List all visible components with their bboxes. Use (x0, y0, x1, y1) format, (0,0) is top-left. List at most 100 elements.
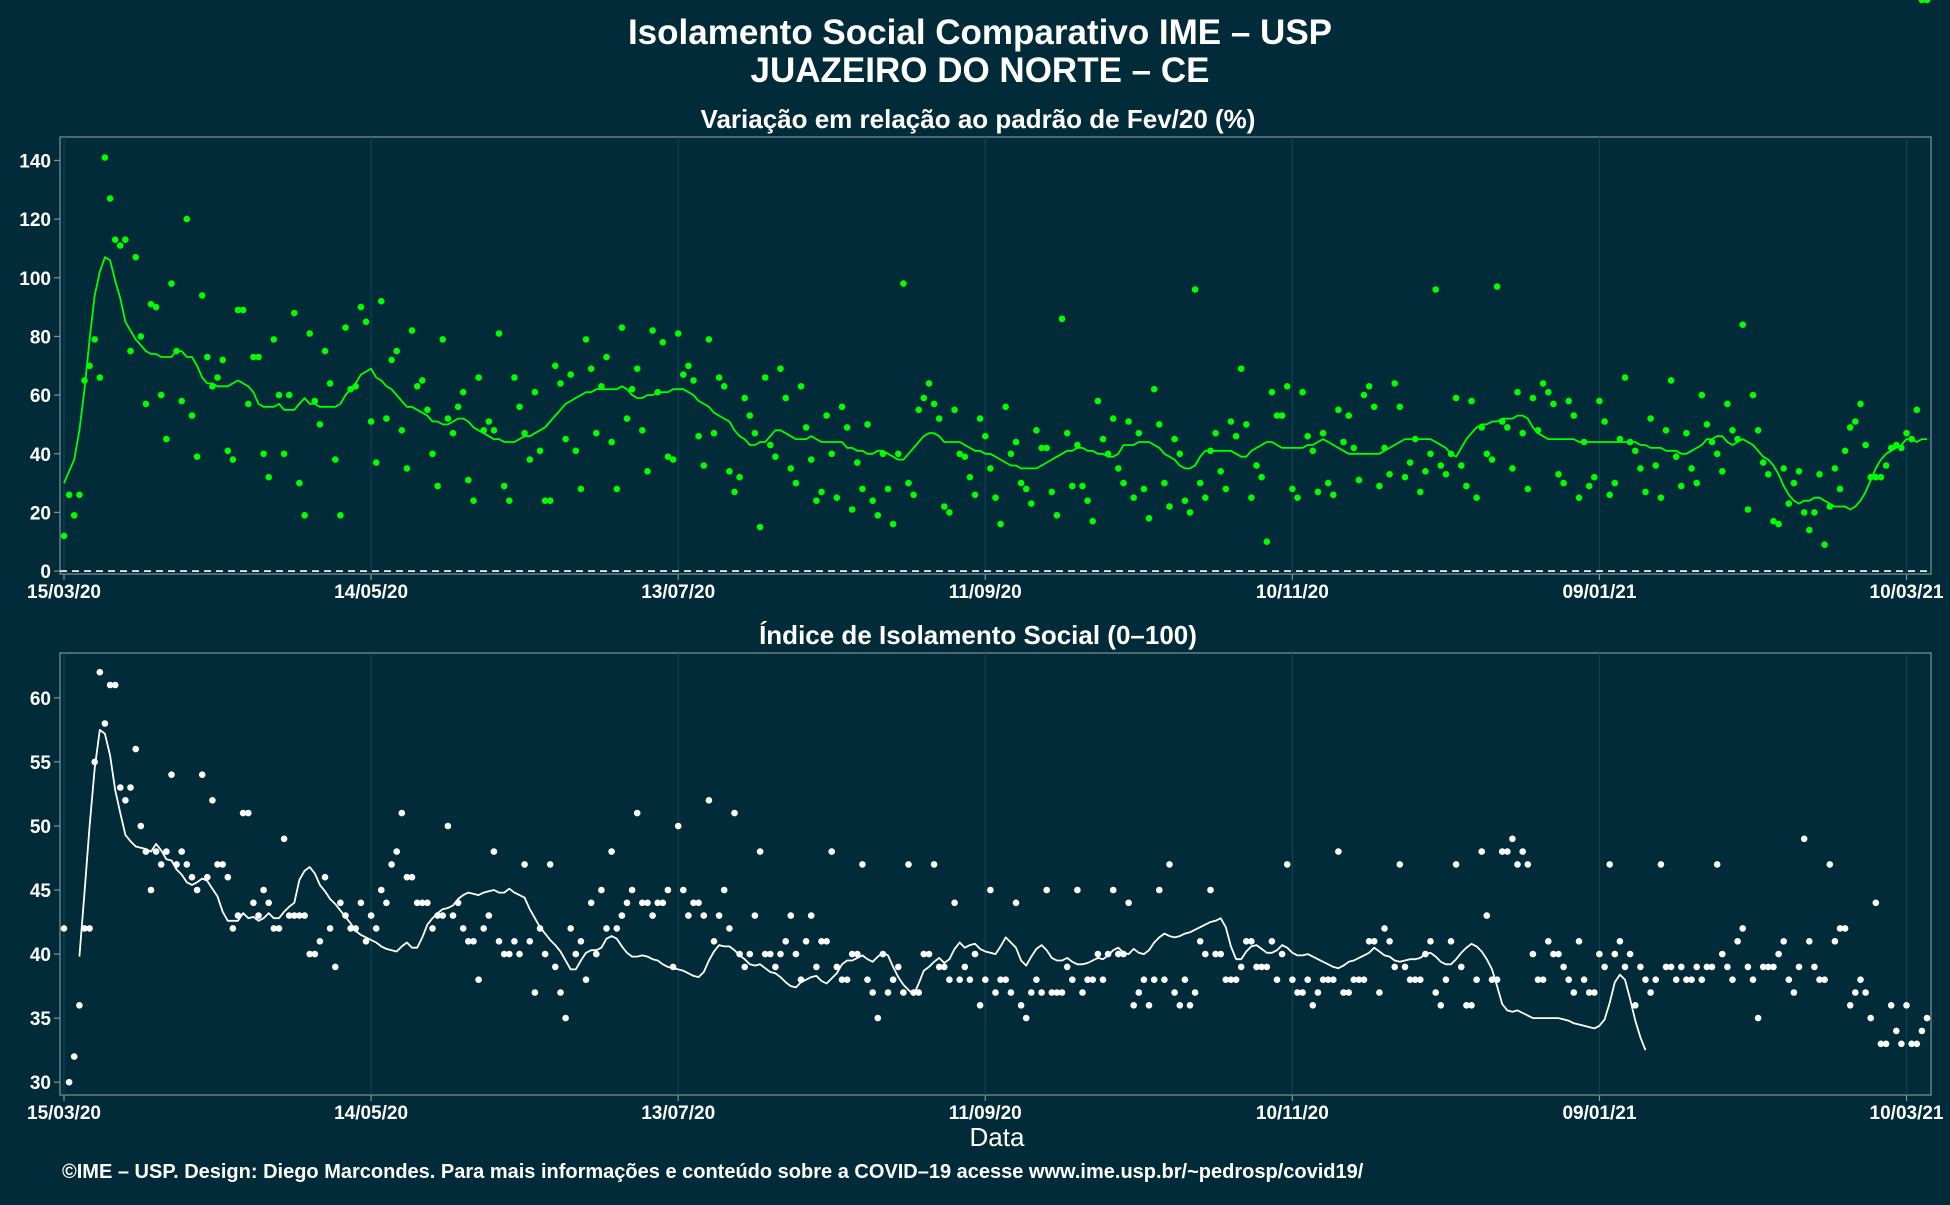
index-point (178, 848, 185, 855)
x-tick-label: 09/01/21 (1562, 1103, 1636, 1124)
index-point (1560, 963, 1567, 971)
index-trend-line (78, 729, 1647, 1051)
index-point (1698, 976, 1706, 983)
index-point (1069, 976, 1076, 983)
variation-point (147, 300, 155, 308)
index-point (1074, 886, 1081, 894)
index-point (593, 950, 600, 958)
index-point (332, 963, 339, 971)
index-point (1314, 989, 1322, 996)
variation-point (1473, 494, 1480, 502)
variation-point (562, 435, 569, 443)
variation-point (393, 347, 401, 355)
index-point (1872, 899, 1880, 907)
index-point (982, 976, 989, 983)
variation-point (1862, 441, 1869, 449)
variation-point (1652, 462, 1659, 469)
variation-point (372, 459, 380, 466)
index-point (756, 848, 764, 855)
index-point (1002, 976, 1009, 983)
index-point (598, 886, 605, 894)
variation-point (1391, 380, 1398, 387)
index-point (1033, 976, 1040, 983)
index-point (1580, 976, 1588, 983)
index-point (1181, 976, 1189, 983)
index-point (1611, 950, 1619, 958)
variation-point (971, 491, 979, 499)
variation-point (1780, 465, 1787, 472)
variation-point (1028, 500, 1035, 507)
variation-point (1304, 432, 1311, 440)
variation-point (60, 532, 68, 540)
variation-point (777, 365, 784, 373)
variation-point (1841, 447, 1849, 455)
index-point (1519, 848, 1526, 855)
variation-point (1120, 479, 1127, 487)
index-point (680, 886, 687, 894)
index-point (301, 912, 308, 919)
variation-point (941, 503, 948, 510)
index-point (956, 976, 963, 983)
variation-point (1683, 429, 1690, 437)
variation-point (1775, 520, 1782, 528)
variation-point (1094, 397, 1102, 405)
variation-point (992, 494, 999, 502)
variation-point (214, 374, 221, 381)
variation-point (255, 353, 262, 361)
index-point (1841, 925, 1849, 932)
variation-point (608, 438, 615, 446)
variation-point (1227, 418, 1235, 425)
index-point (506, 950, 513, 958)
variation-point (193, 453, 201, 461)
x-tick-label: 13/07/20 (641, 582, 715, 603)
index-point (859, 861, 866, 868)
index-point (1898, 1040, 1905, 1048)
index-point (321, 873, 329, 881)
index-point (1601, 963, 1608, 971)
variation-point (874, 512, 882, 519)
variation-point (1161, 479, 1168, 487)
index-point (1565, 976, 1572, 983)
variation-point (848, 506, 856, 513)
variation-point (1376, 482, 1383, 490)
variation-point (828, 450, 835, 458)
variation-point (1759, 459, 1767, 466)
variation-point (1872, 473, 1880, 481)
index-point (132, 745, 139, 753)
variation-point (603, 353, 610, 361)
variation-point (639, 427, 646, 434)
variation-point (127, 347, 134, 355)
index-point (1053, 989, 1061, 996)
index-point (1550, 950, 1557, 958)
index-point (1545, 938, 1552, 945)
variation-point (557, 380, 564, 387)
variation-point (91, 336, 98, 343)
index-point (439, 912, 447, 919)
variation-point (1468, 397, 1475, 405)
variation-point (1002, 403, 1009, 411)
index-point (219, 861, 226, 868)
index-point (1667, 963, 1675, 971)
variation-point (168, 280, 175, 287)
index-point (475, 976, 482, 983)
variation-point (1109, 415, 1117, 422)
index-point (1463, 1002, 1470, 1009)
index-point (613, 925, 621, 932)
variation-point (1350, 444, 1358, 452)
index-point (685, 912, 692, 919)
variation-point (946, 509, 953, 516)
index-point (1186, 1002, 1194, 1009)
index-point (1821, 976, 1828, 983)
index-point (1386, 938, 1393, 945)
variation-point (1202, 494, 1209, 502)
variation-point (1283, 383, 1291, 390)
variation-trend-polyline (63, 256, 1927, 511)
index-point (1754, 1014, 1762, 1022)
index-point (746, 950, 754, 958)
variation-point (475, 374, 482, 381)
variation-point (767, 441, 774, 449)
variation-point (695, 432, 702, 440)
variation-point (470, 497, 477, 505)
variation-point (76, 491, 83, 499)
index-point (1816, 976, 1823, 983)
